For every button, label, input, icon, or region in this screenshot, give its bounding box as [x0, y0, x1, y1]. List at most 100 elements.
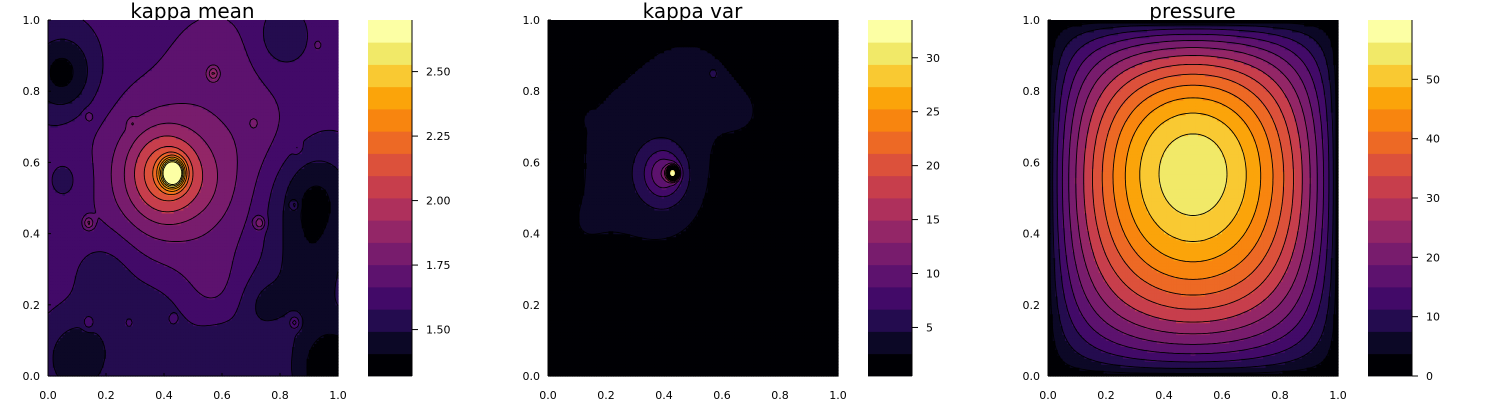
colorbar-tick-label: 30	[926, 52, 940, 65]
y-tick-label: 0.8	[523, 85, 541, 98]
colorbar-segment	[368, 309, 412, 332]
colorbar-segment	[868, 154, 912, 177]
colorbar-tick-label: 0	[1426, 370, 1433, 383]
colorbar-segment	[868, 309, 912, 332]
colorbar-segment	[368, 220, 412, 243]
contour-fill	[1048, 20, 1339, 377]
colorbar-segment	[868, 87, 912, 110]
colorbar-tick-label: 1.75	[426, 259, 451, 272]
colorbar-segment	[368, 243, 412, 266]
x-tick-label: 0.6	[213, 389, 231, 400]
colorbar-segment	[368, 154, 412, 177]
y-tick-label: 0.4	[23, 228, 41, 241]
colorbar-segment	[1368, 131, 1412, 154]
panel-title: kappa mean	[130, 0, 254, 23]
colorbar-segment	[868, 176, 912, 199]
x-tick-label: 1.0	[329, 389, 347, 400]
colorbar-segment	[1368, 309, 1412, 332]
contour-fill: 0.0 0.2 0.4 0.6 0.8 1.0 0.0 0.2 0.4 0.6 0.8 1.0 0 10 2…	[548, 14, 1440, 400]
colorbar-tick-label: 10	[926, 268, 940, 281]
colorbar-segment	[868, 131, 912, 154]
colorbar-tick-label: 20	[926, 160, 940, 173]
colorbar-segment	[868, 109, 912, 132]
colorbar-segment	[1368, 243, 1412, 266]
colorbar-segment	[368, 42, 412, 65]
colorbar-segment	[1368, 65, 1412, 88]
colorbar-segment	[1368, 332, 1412, 355]
x-tick-label: 0.8	[271, 389, 289, 400]
colorbar-segment	[368, 20, 412, 43]
y-tick-label: 0.0	[1023, 370, 1041, 383]
colorbar-segment	[868, 332, 912, 355]
x-tick-label: 0.8	[771, 389, 789, 400]
colorbar-segment	[868, 20, 912, 43]
colorbar-segment	[368, 131, 412, 154]
colorbar-segment	[368, 87, 412, 110]
colorbar-segment	[1368, 176, 1412, 199]
x-tick-label: 0.0	[39, 389, 57, 400]
y-tick-label: 0.2	[23, 299, 41, 312]
x-tick-label: 1.0	[1329, 389, 1347, 400]
colorbar-segment	[368, 65, 412, 88]
colorbar-tick-label: 5	[926, 321, 933, 334]
panel-pressure: pressure	[1149, 0, 1235, 23]
colorbar-segment	[1368, 87, 1412, 110]
y-tick-label: 0.2	[523, 299, 541, 312]
y-tick-label: 0.6	[1023, 156, 1041, 169]
x-tick-label: 0.4	[155, 389, 173, 400]
panel-title: pressure	[1149, 0, 1235, 23]
colorbar-tick-label: 30	[1426, 192, 1440, 205]
colorbar-tick-label: 10	[1426, 311, 1440, 324]
colorbar-tick-label: 2.25	[426, 130, 451, 143]
x-tick-label: 0.2	[1097, 389, 1115, 400]
panel-kappa-mean: kappa mean 0.0 0.2 0.4 0.6 0.8 1.00.00.20.40.…	[23, 0, 1441, 400]
colorbar: 1.501.752.002.252.50	[368, 20, 451, 376]
panel-kappa-var: kappa var	[643, 0, 744, 23]
contour-fill: 0.0 0.2 0.4 0.6 0.8 1.0 0.0 0.2 0.4 0.6 0.8 1.0 0 10 2…	[48, 14, 1440, 400]
colorbar-tick-label: 20	[1426, 251, 1440, 264]
colorbar-segment	[868, 65, 912, 88]
y-tick-label: 1.0	[1023, 14, 1041, 27]
colorbar-segment	[1368, 109, 1412, 132]
y-tick-label: 0.2	[1023, 299, 1041, 312]
y-tick-label: 1.0	[523, 14, 541, 27]
x-tick-label: 0.6	[713, 389, 731, 400]
x-tick-label: 0.6	[1213, 389, 1231, 400]
colorbar-segment	[868, 220, 912, 243]
colorbar-tick-label: 15	[926, 214, 940, 227]
y-tick-label: 0.4	[1023, 228, 1041, 241]
colorbar-segment	[368, 354, 412, 377]
colorbar-segment	[368, 332, 412, 355]
colorbar-segment	[868, 354, 912, 377]
x-tick-label: 0.4	[655, 389, 673, 400]
colorbar-segment	[1368, 287, 1412, 310]
colorbar-segment	[368, 176, 412, 199]
colorbar-segment	[368, 109, 412, 132]
colorbar-segment	[1368, 220, 1412, 243]
y-tick-label: 0.4	[523, 228, 541, 241]
y-tick-label: 1.0	[23, 14, 41, 27]
x-tick-label: 0.0	[1039, 389, 1057, 400]
y-tick-label: 0.8	[23, 85, 41, 98]
panel-title: kappa var	[643, 0, 744, 23]
colorbar-tick-label: 40	[1426, 133, 1440, 146]
y-tick-label: 0.6	[523, 156, 541, 169]
colorbar-tick-label: 2.50	[426, 66, 451, 79]
colorbar-segment	[868, 265, 912, 288]
colorbar-segment	[868, 243, 912, 266]
colorbar-segment	[1368, 265, 1412, 288]
y-tick-label: 0.6	[23, 156, 41, 169]
colorbar-segment	[1368, 20, 1412, 43]
colorbar-tick-label: 2.00	[426, 195, 451, 208]
colorbar-segment	[1368, 354, 1412, 377]
colorbar-segment	[368, 198, 412, 221]
colorbar-segment	[1368, 198, 1412, 221]
colorbar-segment	[368, 265, 412, 288]
x-tick-label: 0.8	[1271, 389, 1289, 400]
x-tick-label: 1.0	[829, 389, 847, 400]
colorbar-segment	[868, 42, 912, 65]
x-tick-label: 0.4	[1155, 389, 1173, 400]
colorbar-segment	[368, 287, 412, 310]
